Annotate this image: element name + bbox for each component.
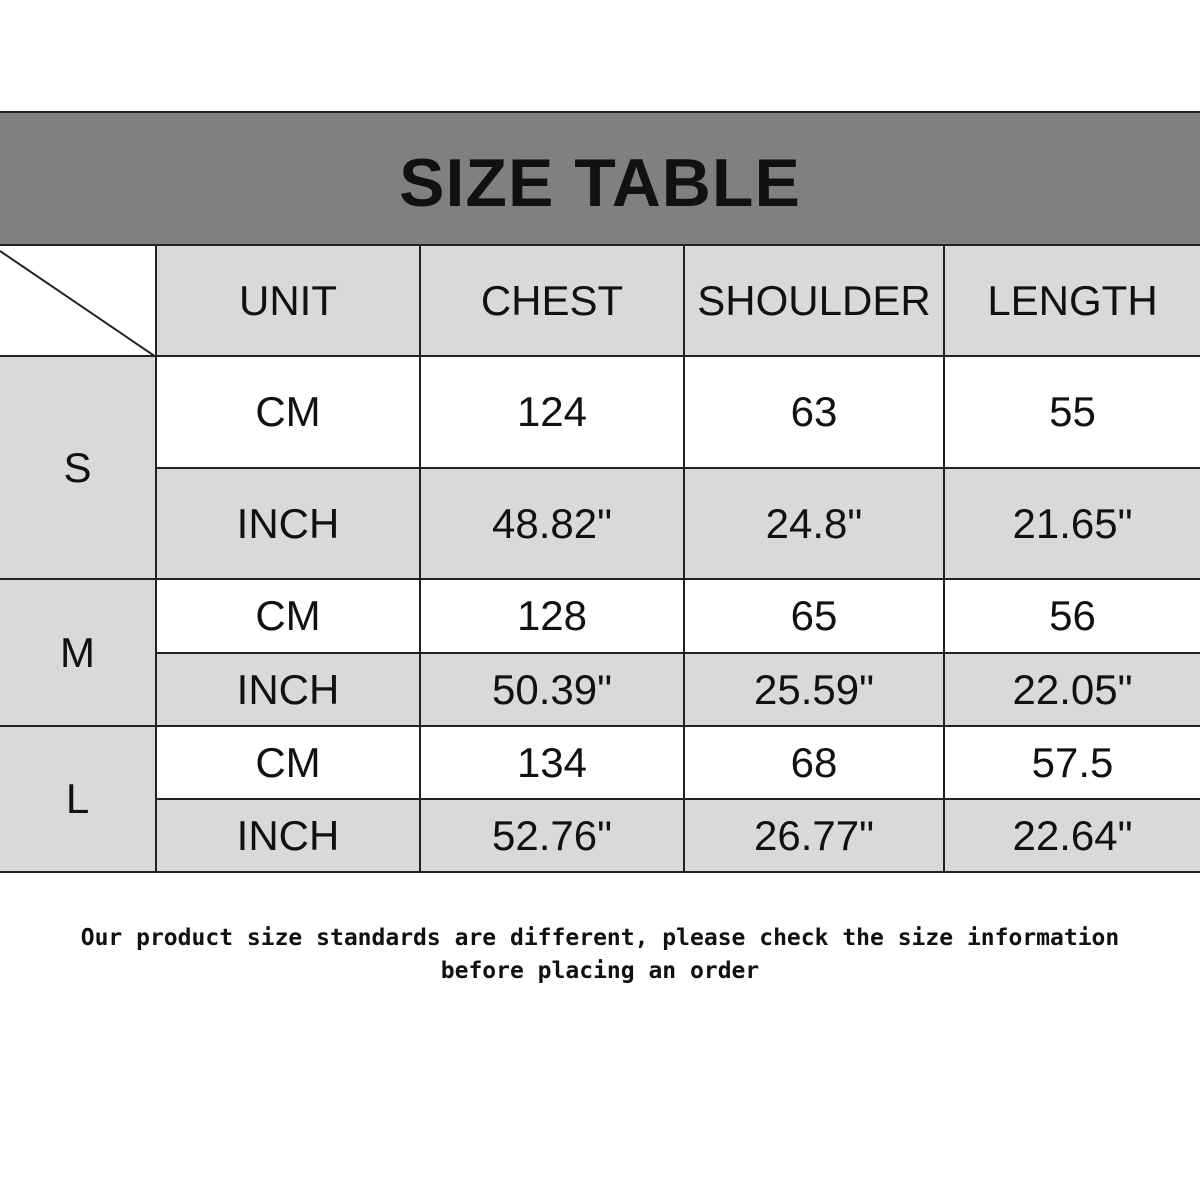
unit-cell: CM	[155, 355, 421, 469]
size-table: UNIT CHEST SHOULDER LENGTH S CM 124 63 5…	[0, 244, 1200, 873]
length-cell: 21.65"	[943, 467, 1200, 580]
header-length: LENGTH	[943, 244, 1200, 357]
length-cell: 22.05"	[943, 652, 1200, 727]
unit-cell: INCH	[155, 798, 421, 873]
length-cell: 55	[943, 355, 1200, 469]
table-row: INCH 48.82" 24.8" 21.65"	[0, 467, 1200, 580]
shoulder-cell: 24.8"	[683, 467, 945, 580]
size-label: M	[0, 578, 157, 727]
footer-line-2: before placing an order	[440, 958, 760, 984]
table-row: INCH 50.39" 25.59" 22.05"	[0, 652, 1200, 727]
chest-cell: 134	[419, 725, 685, 800]
table-row: INCH 52.76" 26.77" 22.64"	[0, 798, 1200, 873]
shoulder-cell: 26.77"	[683, 798, 945, 873]
length-cell: 57.5	[943, 725, 1200, 800]
footer-note: Our product size standards are different…	[0, 922, 1200, 988]
header-shoulder: SHOULDER	[683, 244, 945, 357]
diagonal-line	[0, 250, 156, 357]
unit-cell: CM	[155, 725, 421, 800]
footer-line-1: Our product size standards are different…	[80, 925, 1120, 951]
shoulder-cell: 63	[683, 355, 945, 469]
table-row: M CM 128 65 56	[0, 578, 1200, 727]
table-row: L CM 134 68 57.5	[0, 725, 1200, 873]
chest-cell: 48.82"	[419, 467, 685, 580]
shoulder-cell: 68	[683, 725, 945, 800]
title-band: SIZE TABLE	[0, 111, 1200, 244]
length-cell: 22.64"	[943, 798, 1200, 873]
shoulder-cell: 65	[683, 578, 945, 654]
unit-cell: INCH	[155, 652, 421, 727]
header-chest: CHEST	[419, 244, 685, 357]
header-unit: UNIT	[155, 244, 421, 357]
size-label: L	[0, 725, 157, 873]
size-label: S	[0, 355, 157, 580]
unit-cell: CM	[155, 578, 421, 654]
chest-cell: 128	[419, 578, 685, 654]
page-title: SIZE TABLE	[399, 144, 801, 221]
unit-cell: INCH	[155, 467, 421, 580]
table-row: S CM 124 63 55	[0, 355, 1200, 580]
corner-cell	[0, 244, 157, 357]
chest-cell: 50.39"	[419, 652, 685, 727]
length-cell: 56	[943, 578, 1200, 654]
shoulder-cell: 25.59"	[683, 652, 945, 727]
chest-cell: 124	[419, 355, 685, 469]
header-row: UNIT CHEST SHOULDER LENGTH	[0, 244, 1200, 357]
chest-cell: 52.76"	[419, 798, 685, 873]
